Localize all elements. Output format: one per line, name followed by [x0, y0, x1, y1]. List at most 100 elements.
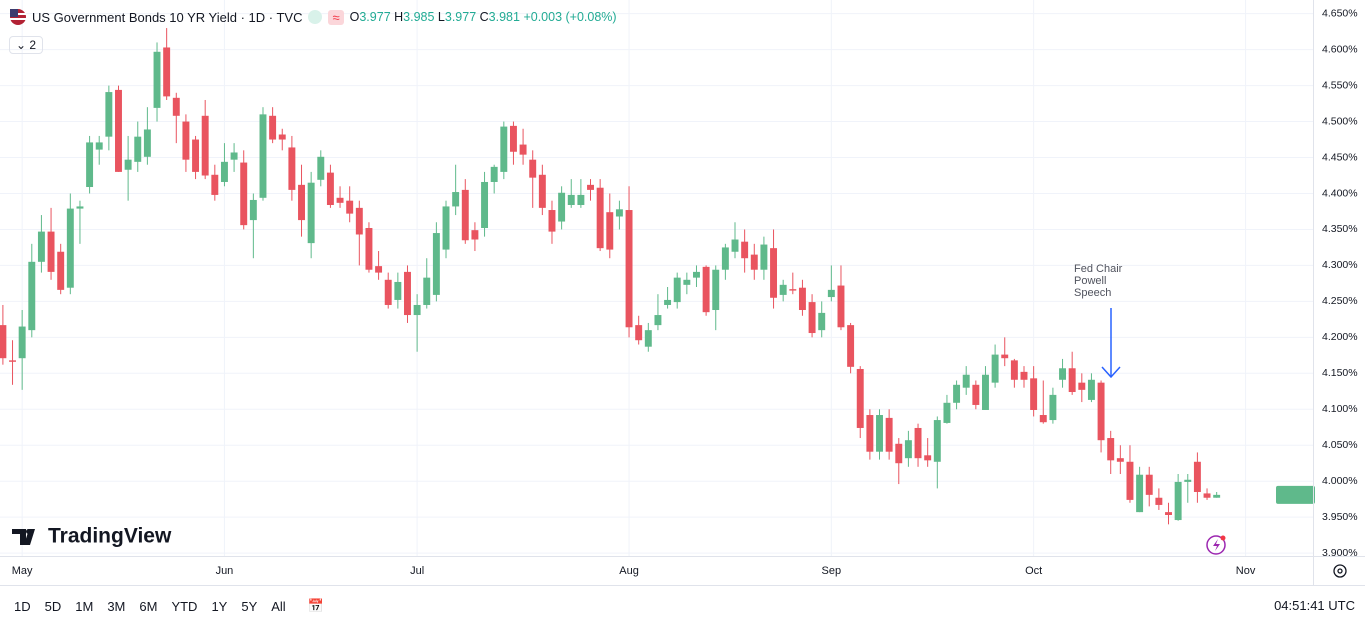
candle-body	[904, 440, 912, 459]
y-tick-label: 3.950%	[1322, 511, 1358, 523]
candle-body	[673, 277, 681, 303]
ohlc-label: L	[437, 10, 445, 24]
y-tick-label: 4.500%	[1322, 115, 1358, 127]
y-tick-label: 4.150%	[1322, 367, 1358, 379]
x-tick-label: Oct	[1025, 565, 1042, 577]
candle-body	[461, 189, 469, 241]
candle-body	[259, 114, 267, 198]
candle-body	[1203, 493, 1211, 498]
range-button[interactable]: 1Y	[211, 598, 228, 614]
date-range-icon[interactable]: 📅	[307, 598, 324, 613]
flag-icon	[10, 9, 26, 25]
range-button[interactable]: 3M	[107, 598, 126, 614]
range-button[interactable]: 1D	[14, 598, 31, 614]
candle-body	[413, 304, 421, 316]
range-button[interactable]: 5Y	[241, 598, 258, 614]
candle-body	[134, 136, 142, 162]
candle-body	[750, 254, 758, 270]
x-tick-label: Aug	[619, 565, 639, 577]
candle-body	[519, 144, 527, 155]
candle-body	[1136, 474, 1144, 513]
candle-body	[47, 231, 55, 272]
candle-body	[278, 134, 286, 140]
chart: US10YNovOctSepAugJulJunMay4.650%4.600%4.…	[0, 0, 1365, 585]
candle-body	[1068, 368, 1076, 393]
candle-body	[240, 162, 248, 226]
candle-body	[693, 271, 700, 278]
logo-text: TradingView	[48, 525, 172, 548]
candle-body	[1078, 382, 1086, 390]
range-buttons: 1D 5D 1M 3M 6M YTD 1Y 5Y All	[0, 599, 286, 614]
y-tick-label: 4.200%	[1322, 331, 1358, 343]
bottom-toolbar: 1D 5D 1M 3M 6M YTD 1Y 5Y All 📅 04:51:41 UTC	[0, 585, 1365, 626]
candle-body	[182, 121, 190, 160]
candle-body	[230, 152, 238, 160]
candle-body	[509, 125, 517, 152]
indicator-toggle[interactable]: ⌄ 2	[9, 36, 44, 54]
symbol-title[interactable]: US Government Bonds 10 YR Yield · 1D · T…	[32, 9, 303, 25]
settings-icon[interactable]	[1333, 564, 1347, 578]
range-button[interactable]: All	[271, 598, 286, 614]
x-tick-label: Nov	[1236, 565, 1256, 577]
candle-body	[192, 139, 200, 172]
ohlc-label: C	[479, 10, 489, 24]
candle-body	[298, 184, 305, 221]
y-tick-label: 3.900%	[1322, 547, 1358, 559]
candle-body	[1184, 479, 1192, 482]
candle-body	[172, 97, 180, 116]
candle-body	[452, 192, 460, 207]
ohlc-value: 3.981	[488, 10, 520, 24]
candle-body	[0, 325, 7, 359]
candle-body	[1155, 497, 1163, 505]
candle-body	[587, 184, 594, 190]
candle-body	[808, 302, 816, 334]
candle-body	[943, 402, 951, 423]
plot	[0, 0, 1313, 556]
candle-body	[577, 194, 585, 205]
range-button[interactable]: 1M	[75, 598, 94, 614]
y-tick-label: 4.050%	[1322, 439, 1358, 451]
candle-body	[1165, 512, 1172, 516]
x-tick-label: May	[12, 565, 33, 577]
legend-header: US Government Bonds 10 YR Yield · 1D · T…	[10, 9, 617, 25]
candle-body	[866, 415, 874, 452]
candle-body	[288, 147, 296, 190]
candle-body	[1020, 371, 1028, 380]
candle-body	[615, 209, 623, 217]
y-tick-label: 4.450%	[1322, 151, 1358, 163]
change: +0.003 (+0.08%)	[523, 10, 617, 24]
candle-body	[37, 231, 45, 262]
candle-body	[1087, 379, 1095, 400]
x-tick-label: Jun	[216, 565, 234, 577]
candle-body	[404, 271, 411, 316]
candle-body	[1145, 474, 1153, 495]
candle-body	[317, 156, 325, 180]
candle-body	[326, 172, 334, 205]
candle-body	[818, 312, 826, 331]
candle-body	[211, 174, 219, 195]
candle-body	[1030, 378, 1038, 410]
candle-body	[249, 199, 257, 221]
candle-body	[644, 330, 652, 347]
candle-body	[982, 374, 989, 410]
alert-icon[interactable]	[1206, 535, 1226, 555]
candle-body	[201, 115, 209, 176]
candle-body	[1107, 438, 1115, 461]
range-button[interactable]: 5D	[44, 598, 62, 614]
y-tick-label: 4.650%	[1322, 7, 1358, 19]
y-tick-label: 4.250%	[1322, 295, 1358, 307]
ohlc-value: 3.985	[403, 10, 435, 24]
candle-body	[847, 325, 855, 367]
candle-body	[423, 277, 431, 305]
candle-body	[779, 284, 787, 295]
range-button[interactable]: YTD	[171, 598, 198, 614]
candle-body	[654, 315, 662, 326]
ohlc-label: O	[349, 10, 360, 24]
candle-body	[1039, 415, 1047, 423]
annotation: Fed Chair Powell Speech	[1074, 263, 1123, 379]
y-tick-label: 4.600%	[1322, 43, 1358, 55]
ohlc: O3.977 H3.985 L3.977 C3.981 +0.003 (+0.0…	[350, 10, 617, 24]
candle-body	[558, 192, 566, 222]
candle-body	[1126, 461, 1134, 500]
range-button[interactable]: 6M	[139, 598, 158, 614]
